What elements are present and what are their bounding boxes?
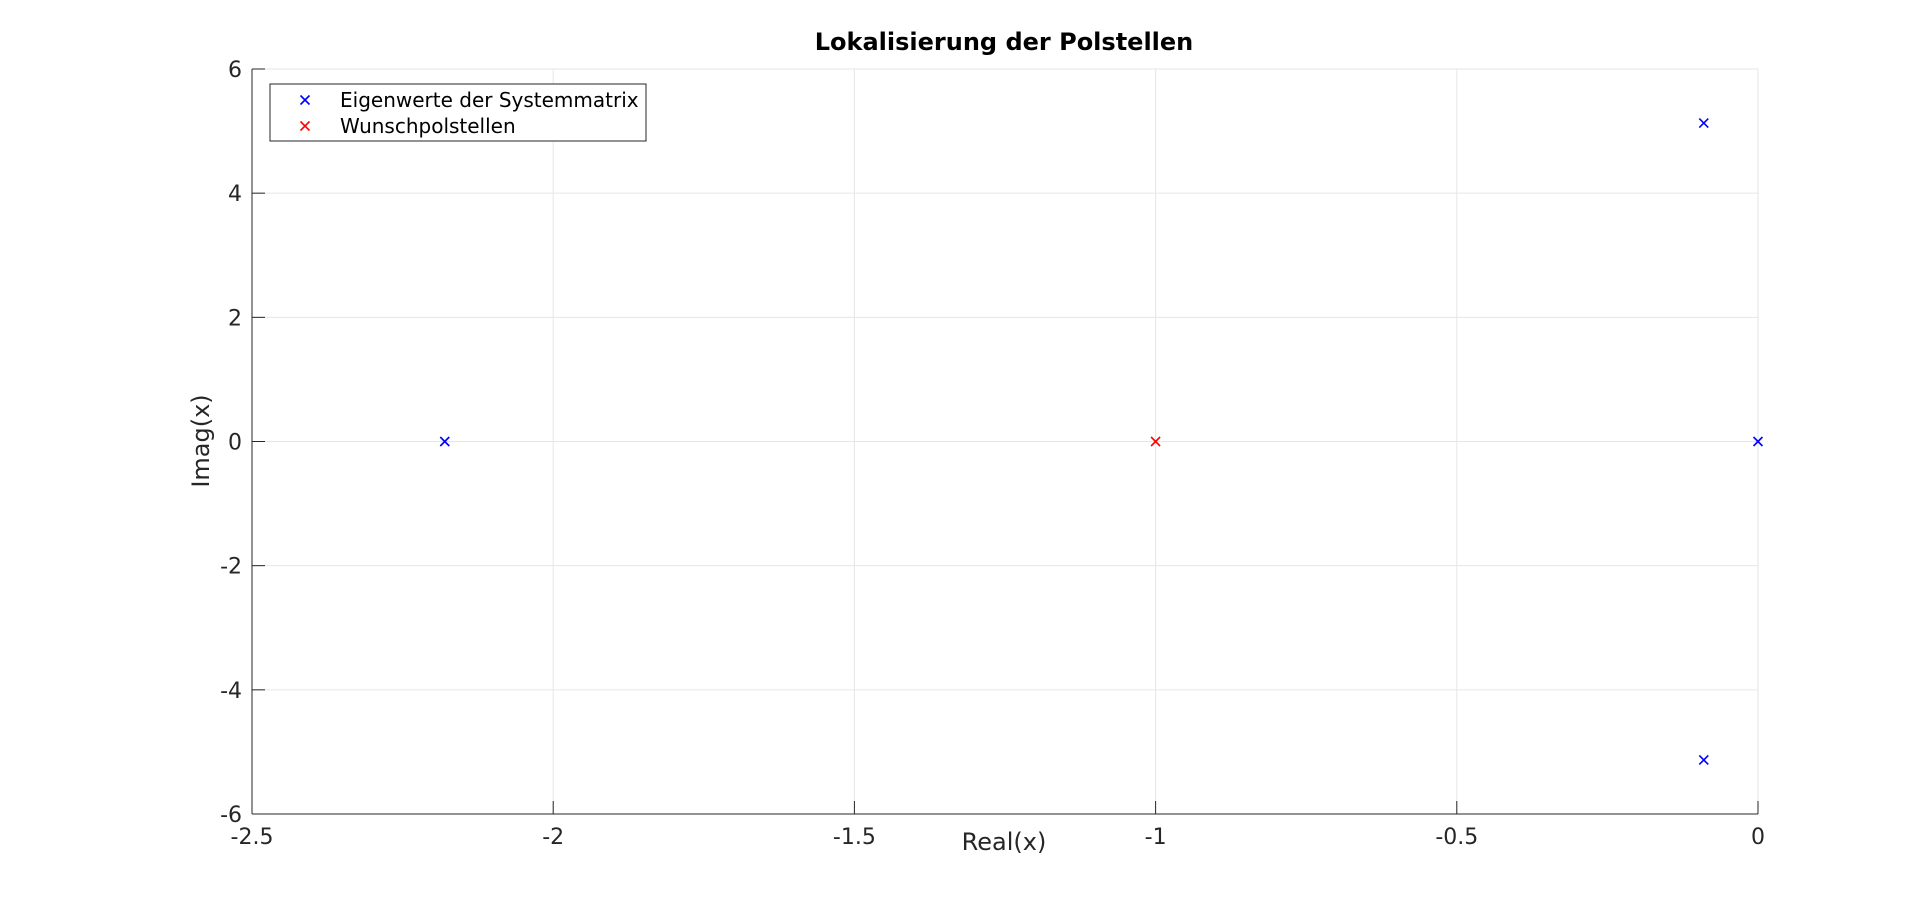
data-point-wunschpol bbox=[1150, 436, 1161, 447]
x-tick-label: -1 bbox=[1145, 825, 1167, 850]
y-axis-label: Imag(x) bbox=[187, 394, 215, 487]
marker-stroke bbox=[299, 94, 311, 106]
marker-stroke bbox=[1752, 436, 1764, 447]
y-tick-label: 4 bbox=[228, 182, 242, 207]
marker-stroke bbox=[299, 120, 311, 132]
x-tick-label: -2.5 bbox=[231, 825, 274, 850]
chart-title: Lokalisierung der Polstellen bbox=[815, 28, 1194, 56]
legend-label: Eigenwerte der Systemmatrix bbox=[340, 88, 639, 112]
y-tick-label: 0 bbox=[228, 431, 242, 456]
axis-ticks: -2.5 -2 -1.5 -1 -0.5 0 -6 -4 -2 0 2 4 6 bbox=[220, 58, 1765, 850]
data-points bbox=[439, 117, 1764, 766]
data-point-eigenwert bbox=[1752, 436, 1764, 447]
legend-marker bbox=[299, 94, 311, 106]
marker-stroke bbox=[1698, 754, 1709, 766]
x-tick-label: -0.5 bbox=[1435, 825, 1478, 850]
marker-stroke bbox=[1698, 117, 1709, 129]
x-tick-label: -2 bbox=[542, 825, 564, 850]
legend-marker bbox=[299, 120, 311, 132]
x-axis-label: Real(x) bbox=[962, 828, 1047, 856]
legend: Eigenwerte der SystemmatrixWunschpolstel… bbox=[269, 83, 647, 142]
legend-box bbox=[269, 83, 647, 142]
legend-label: Wunschpolstellen bbox=[340, 114, 516, 138]
data-point-eigenwert bbox=[1698, 117, 1709, 129]
y-tick-label: -4 bbox=[220, 679, 242, 704]
data-point-eigenwert bbox=[439, 436, 450, 447]
x-tick-label: -1.5 bbox=[833, 825, 876, 850]
y-tick-label: -2 bbox=[220, 555, 242, 580]
y-tick-label: -6 bbox=[220, 803, 242, 828]
plot-area: -2.5 -2 -1.5 -1 -0.5 0 -6 -4 -2 0 2 4 6 bbox=[220, 58, 1765, 850]
marker-stroke bbox=[439, 436, 450, 447]
y-tick-label: 6 bbox=[228, 58, 242, 83]
marker-stroke bbox=[1150, 436, 1161, 447]
data-point-eigenwert bbox=[1698, 754, 1709, 766]
x-tick-label: 0 bbox=[1751, 825, 1765, 850]
y-tick-label: 2 bbox=[228, 306, 242, 331]
